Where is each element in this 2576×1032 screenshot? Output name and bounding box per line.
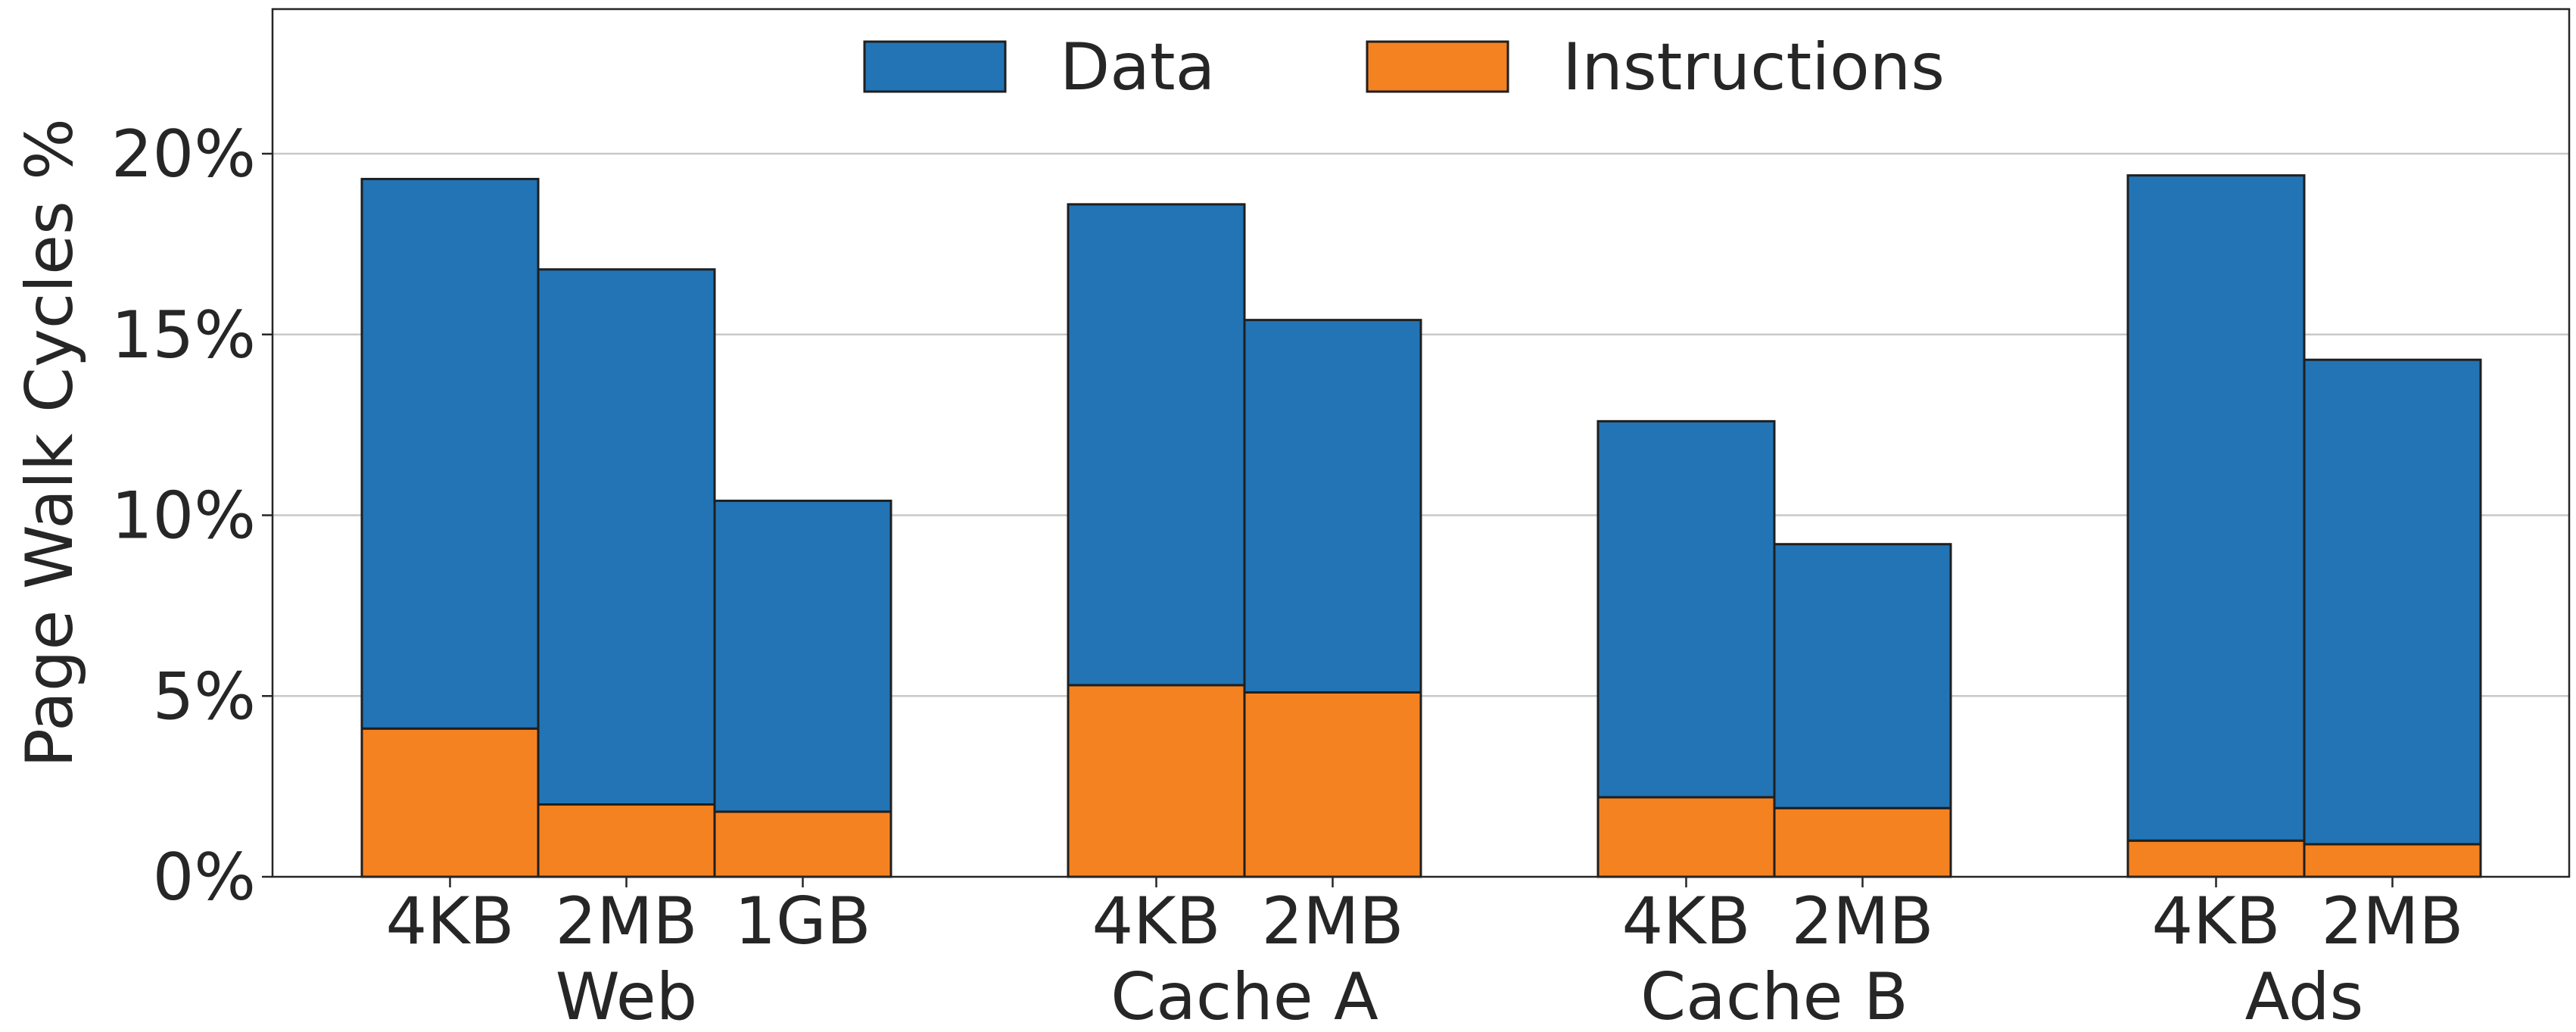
y-axis-label: Page Walk Cycles % <box>12 118 88 768</box>
bar-instructions <box>537 803 716 878</box>
plot-frame <box>271 8 2571 878</box>
legend-label: Instructions <box>1562 30 1945 105</box>
x-tick-label: 2MB <box>1792 884 1934 959</box>
bar-data <box>537 268 716 806</box>
legend-swatch <box>863 40 1007 93</box>
x-tick-label: 4KB <box>385 884 514 959</box>
x-tick-label: 2MB <box>1262 884 1404 959</box>
legend: Data Instructions <box>863 30 1945 105</box>
bar-data <box>1067 203 1246 687</box>
y-tick-label: 5% <box>153 659 256 734</box>
group-label: Web <box>556 959 698 1032</box>
bar-instructions <box>1243 691 1422 878</box>
x-tick-label: 2MB <box>556 884 698 959</box>
y-tick-label: 20% <box>111 117 256 192</box>
bar-instructions <box>1596 796 1776 878</box>
x-tick-label: 4KB <box>1092 884 1220 959</box>
group-label: Cache A <box>1110 959 1378 1032</box>
legend-label: Data <box>1060 30 1215 105</box>
bar-data <box>1243 319 1422 694</box>
bar-data <box>2126 174 2306 842</box>
x-tick-label: 4KB <box>1621 884 1750 959</box>
bar-instructions <box>1067 684 1246 878</box>
bar-instructions <box>2126 839 2306 878</box>
group-label: Cache B <box>1640 959 1908 1032</box>
x-tick-label: 4KB <box>2151 884 2280 959</box>
bar-instructions <box>360 727 540 878</box>
bar-data <box>360 177 540 730</box>
bar-data <box>2303 358 2482 846</box>
group-label: Ads <box>2245 959 2364 1032</box>
bars <box>360 174 2482 878</box>
y-tick-label: 10% <box>111 479 256 554</box>
bar-instructions <box>2303 843 2482 878</box>
bar-instructions <box>1773 806 1952 878</box>
y-tick-label: 15% <box>111 298 256 373</box>
bar-data <box>1773 543 1952 809</box>
legend-swatch <box>1366 40 1509 93</box>
x-tick-label: 2MB <box>2322 884 2464 959</box>
x-tick-label: 1GB <box>734 884 871 959</box>
bar-data <box>1596 419 1776 799</box>
y-axis-ticks: 0% 5% 10% 15% 20% <box>111 117 273 915</box>
y-tick-label: 0% <box>153 840 256 915</box>
bar-instructions <box>713 810 892 878</box>
bar-data <box>713 499 892 813</box>
